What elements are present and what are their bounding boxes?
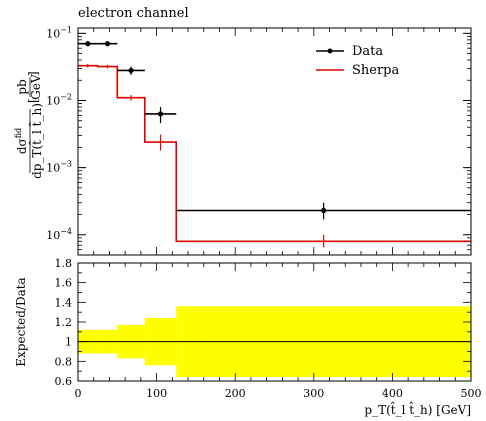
ratio-panel: 0.6 0.8 1 1.2 1.4 1.6 1.8 0 100 200 300 400 500 xyxy=(55,257,482,400)
ratio-y-tick-label: 0.8 xyxy=(55,355,73,368)
data-point xyxy=(128,67,134,74)
x-axis-label: p_T(t̂_l t̂_h) [GeV] xyxy=(364,400,471,417)
main-y-tick-label: 10−2 xyxy=(46,92,72,107)
main-frame xyxy=(77,27,472,256)
x-tick-label: 400 xyxy=(382,387,403,400)
main-y-label: dσfid dp_T(t̂_l t̂_h) [ pb GeV ] xyxy=(14,71,44,179)
ylabel-denominator: dp_T(t̂_l t̂_h) xyxy=(27,103,44,179)
data-series xyxy=(78,41,471,220)
legend-data-label: Data xyxy=(352,44,383,59)
x-tick-label: 200 xyxy=(225,387,246,400)
x-tick-label: 300 xyxy=(303,387,324,400)
data-point xyxy=(321,207,327,214)
main-y-tick-label: 10−4 xyxy=(46,227,72,242)
legend-data-marker xyxy=(327,48,333,54)
data-point xyxy=(157,111,164,117)
x-tick-label: 0 xyxy=(75,387,82,400)
chart-title: electron channel xyxy=(78,6,189,21)
data-point xyxy=(85,41,91,47)
data-point xyxy=(104,41,111,47)
x-tick-label: 100 xyxy=(146,387,167,400)
main-x-ticks xyxy=(77,28,472,255)
legend: Data Sherpa xyxy=(316,44,400,78)
ylabel-unit-denominator: GeV xyxy=(29,74,43,100)
ratio-y-tick-label: 1 xyxy=(65,336,72,349)
main-panel: 10−1 10−2 10−3 10−4 xyxy=(46,25,472,256)
sherpa-series xyxy=(78,63,471,248)
ylabel-bracket-open: [ xyxy=(26,98,40,103)
ratio-y-label: Expected/Data xyxy=(14,277,28,366)
sherpa-step-line xyxy=(78,64,471,243)
ylabel-unit-numerator: pb xyxy=(15,79,29,95)
ratio-y-tick-label: 1.6 xyxy=(55,277,73,290)
ratio-y-tick-label: 1.4 xyxy=(55,296,73,309)
main-y-tick-label: 10−1 xyxy=(46,25,72,40)
ratio-x-ticks: 0 100 200 300 400 500 xyxy=(75,263,482,400)
ratio-y-tick-label: 0.6 xyxy=(55,375,73,388)
ratio-frame xyxy=(77,262,472,382)
legend-sherpa-label: Sherpa xyxy=(352,63,400,78)
ylabel-numerator: dσfid xyxy=(14,128,29,154)
ratio-y-ticks: 0.6 0.8 1 1.2 1.4 1.6 1.8 xyxy=(55,257,471,388)
ylabel-bracket-close: ] xyxy=(26,71,40,76)
main-y-tick-label: 10−3 xyxy=(46,160,72,175)
ratio-y-tick-label: 1.8 xyxy=(55,257,73,270)
x-tick-label: 500 xyxy=(461,387,482,400)
ratio-y-tick-label: 1.2 xyxy=(55,316,73,329)
main-y-ticks: 10−1 10−2 10−3 10−4 xyxy=(46,25,471,256)
